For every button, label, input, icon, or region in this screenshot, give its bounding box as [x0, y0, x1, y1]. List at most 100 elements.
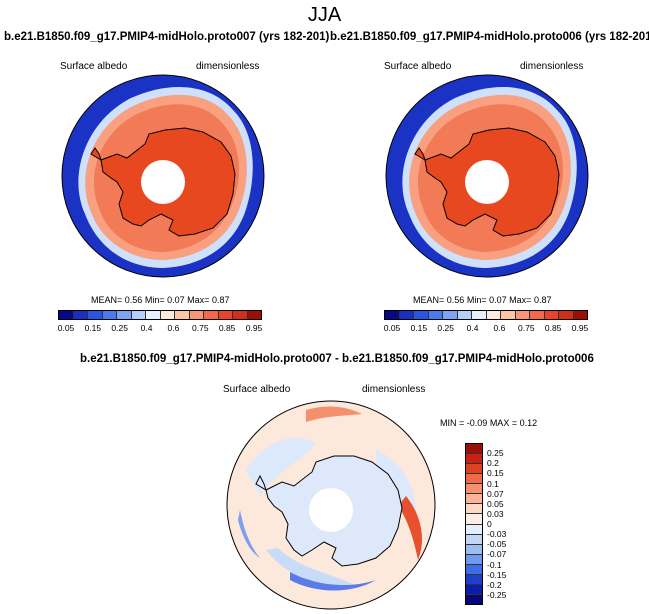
panel1-peninsula — [90, 147, 102, 162]
panel2-colorbar — [384, 310, 588, 320]
colorbar-swatch — [101, 311, 116, 319]
colorbar-tick-label: -0.1 — [487, 559, 502, 570]
diff-negative-streak — [238, 510, 260, 558]
colorbar-tick-label: -0.07 — [487, 549, 507, 560]
colorbar-swatch — [572, 311, 587, 319]
colorbar-tick-label: 0.95 — [571, 323, 589, 333]
colorbar-swatch — [130, 311, 145, 319]
panel1-mean-value: 0.56 — [124, 295, 143, 305]
panel2-max-label: Max= — [509, 295, 532, 305]
colorbar-swatch — [466, 563, 482, 574]
panel2-peninsula — [414, 147, 426, 162]
colorbar-tick-label: 0.6 — [493, 323, 506, 333]
colorbar-swatch — [514, 311, 529, 319]
diff-polar-map — [226, 400, 436, 610]
colorbar-swatch — [558, 311, 573, 319]
colorbar-swatch — [466, 593, 482, 604]
colorbar-tick-label: 0.6 — [167, 323, 180, 333]
diff-colorbar — [465, 443, 483, 605]
colorbar-swatch — [427, 311, 442, 319]
diff-pole-mask — [309, 488, 353, 532]
panel2-colorbar-ticks: 0.05 0.15 0.25 0.4 0.6 0.75 0.85 0.95 — [384, 323, 589, 335]
colorbar-swatch — [466, 444, 482, 454]
panel2-case-title: b.e21.B1850.f09_g17.PMIP4-midHolo.proto0… — [330, 31, 649, 43]
colorbar-tick-label: 0.15 — [487, 468, 504, 479]
panel2-max-value: 0.87 — [533, 295, 552, 305]
colorbar-tick-label: 0.85 — [218, 323, 236, 333]
panel1-pole-mask — [141, 160, 185, 204]
colorbar-swatch — [413, 311, 428, 319]
colorbar-tick-label: 0.95 — [245, 323, 263, 333]
colorbar-swatch — [442, 311, 457, 319]
colorbar-swatch — [466, 583, 482, 594]
colorbar-tick-label: 0.07 — [487, 488, 504, 499]
colorbar-swatch — [159, 311, 174, 319]
colorbar-tick-label: 0.25 — [487, 448, 504, 459]
colorbar-swatch — [543, 311, 558, 319]
colorbar-tick-label: -0.15 — [487, 569, 507, 580]
diff-negative-patch — [266, 548, 356, 587]
colorbar-swatch — [72, 311, 87, 319]
colorbar-swatch — [466, 483, 482, 494]
panel1-stats: MEAN= 0.56 Min= 0.07 Max= 0.87 — [91, 295, 229, 305]
colorbar-swatch — [232, 311, 247, 319]
colorbar-swatch — [466, 463, 482, 474]
colorbar-tick-label: 0.25 — [111, 323, 128, 333]
main-title: JJA — [307, 4, 342, 26]
colorbar-swatch — [246, 311, 261, 319]
panel1-variable-label: Surface albedo — [60, 61, 128, 72]
panel2-pole-mask — [465, 160, 509, 204]
colorbar-swatch — [466, 523, 482, 534]
panel2-variable-label: Surface albedo — [384, 61, 452, 72]
panel1-colorbar-ticks: 0.05 0.15 0.25 0.4 0.6 0.75 0.85 0.95 — [58, 323, 263, 335]
panel1-max-label: Max= — [187, 295, 210, 305]
diff-stats: MIN = -0.09 MAX = 0.12 — [440, 418, 537, 428]
diff-negative-patch — [246, 437, 316, 496]
colorbar-swatch — [385, 311, 399, 319]
colorbar-tick-label: 0 — [487, 519, 492, 529]
panel2-stats: MEAN= 0.56 Min= 0.07 Max= 0.87 — [413, 295, 551, 305]
colorbar-swatch — [500, 311, 515, 319]
colorbar-swatch — [466, 503, 482, 514]
colorbar-tick-label: 0.05 — [487, 498, 504, 509]
diff-positive-streak — [398, 496, 422, 560]
colorbar-swatch — [466, 573, 482, 584]
panel1-min-label: Min= — [144, 295, 165, 305]
panel1-polar-map — [61, 74, 265, 278]
panel2-mean-value: 0.56 — [446, 295, 465, 305]
colorbar-swatch — [466, 473, 482, 484]
diff-max-label: MAX = — [489, 418, 518, 428]
diff-min-value: -0.09 — [466, 418, 488, 428]
panel2-units-label: dimensionless — [520, 61, 584, 72]
colorbar-tick-label: -0.05 — [487, 539, 507, 550]
colorbar-swatch — [466, 513, 482, 524]
colorbar-tick-label: 0.75 — [192, 323, 209, 333]
colorbar-tick-label: 0.75 — [518, 323, 535, 333]
panel1-colorbar — [58, 310, 262, 320]
diff-case-title: b.e21.B1850.f09_g17.PMIP4-midHolo.proto0… — [80, 353, 594, 365]
colorbar-tick-label: 0.2 — [487, 458, 499, 469]
colorbar-swatch — [466, 543, 482, 554]
colorbar-swatch — [466, 453, 482, 464]
diff-units-label: dimensionless — [362, 384, 426, 395]
colorbar-tick-label: 0.15 — [410, 323, 428, 333]
diff-peninsula — [255, 474, 267, 492]
colorbar-tick-label: 0.4 — [466, 323, 479, 333]
colorbar-swatch — [203, 311, 218, 319]
panel2-mean-label: MEAN= — [413, 295, 445, 305]
colorbar-tick-label: 0.03 — [487, 508, 504, 519]
colorbar-swatch — [466, 493, 482, 504]
colorbar-tick-label: -0.2 — [487, 579, 502, 590]
colorbar-swatch — [188, 311, 203, 319]
colorbar-swatch — [59, 311, 73, 319]
panel1-min-value: 0.07 — [167, 295, 185, 305]
colorbar-swatch — [466, 533, 482, 544]
colorbar-tick-label: 0.25 — [437, 323, 454, 333]
colorbar-swatch — [174, 311, 189, 319]
colorbar-swatch — [485, 311, 500, 319]
colorbar-swatch — [145, 311, 160, 319]
diff-max-value: 0.12 — [519, 418, 538, 428]
panel2-polar-map — [385, 74, 589, 278]
colorbar-tick-label: -0.25 — [487, 589, 507, 600]
diff-positive-streak — [306, 406, 362, 422]
